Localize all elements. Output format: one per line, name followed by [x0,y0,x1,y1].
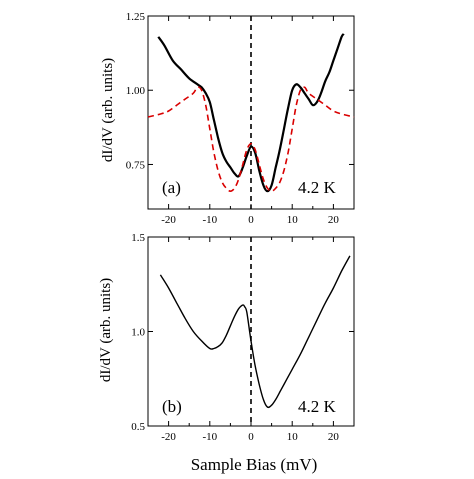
panel-a-series-dashed-line [147,86,355,192]
panel-a-x-tick-label: 10 [287,214,299,226]
panel-a: dI/dV (arb. units) -20 -10 0 10 20 0.75 1.00 1.… [100,11,355,226]
panel-a-x-tick-label: -10 [202,214,217,226]
panel-b-label: (b) [162,397,182,416]
panel-b-x-tick-label: 0 [248,431,254,443]
panel-b-series-solid-line [159,255,351,409]
panel-a-x-tick-label: 20 [328,214,340,226]
panel-a-label: (a) [162,178,181,197]
panel-b-y-tick-label: 0.5 [131,421,145,433]
panel-a-y-tick-label: 1.00 [126,85,146,97]
panel-a-y-tick-label: 1.25 [126,11,146,23]
panel-b-y-tick-label: 1.5 [131,232,145,244]
panel-b-y-tick-label: 1.0 [131,327,145,339]
x-axis-label: Sample Bias (mV) [191,455,318,474]
panel-b: dI/dV (arb. units) -20 -10 0 10 200.51.01.5 … [98,232,355,443]
panel-a-series-solid-line [157,33,345,193]
panel-a-x-tick-label: 0 [248,214,254,226]
panel-a-x-tick-label: -20 [161,214,176,226]
panel-a-y-tick-label: 0.75 [126,159,146,171]
panel-b-x-tick-label: 10 [287,431,299,443]
panel-b-x-tick-label: -10 [202,431,217,443]
panel-b-x-tick-label: -20 [161,431,176,443]
panel-b-ylabel: dI/dV (arb. units) [98,278,114,382]
panel-a-ylabel: dI/dV (arb. units) [100,58,116,162]
panel-b-plot: -20 -10 0 10 20 0.5 1.0 1.5 [131,232,355,443]
panel-a-plot: -20 -10 0 10 20 0.75 1.00 1.25 [126,11,355,226]
panel-a-temperature: 4.2 K [298,178,337,197]
panel-b-temperature: 4.2 K [298,397,337,416]
panel-b-x-tick-label: 20 [328,431,340,443]
